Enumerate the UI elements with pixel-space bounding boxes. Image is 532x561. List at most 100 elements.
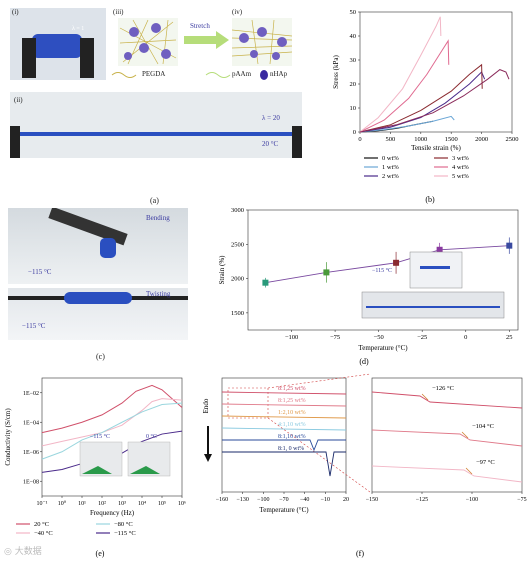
chart-d-ytick-label: 1500 [231,310,244,317]
legend-paam: pAAm [232,70,252,78]
chart-f-series-label: 8:1,10 wt% [278,434,306,440]
chart-b-legend-label: 4 wt% [452,164,469,171]
chart-e-xtick-label: 10³ [118,501,126,507]
chart-b-ytick-label: 10 [350,105,357,112]
chart-f-zoom-xtick-label: −75 [517,497,526,503]
stretch-arrow [184,31,229,49]
chart-b-xtick-label: 2000 [475,136,488,143]
chart-b-xtick-label: 1000 [414,136,427,143]
chart-b-frame [359,11,513,133]
label-a-iv: (iv) [232,8,243,16]
chart-d-xtick-label: −75 [330,334,340,341]
chart-e-xtick-label: 10⁻¹ [37,501,48,507]
chart-b-ytick-label: 30 [350,57,357,64]
chart-f-xtick-label: −10 [321,497,330,503]
chart-b-series-line [359,63,483,133]
chart-d-xtick-label: −100 [285,334,298,341]
chart-b-legend-label: 5 wt% [452,173,469,180]
chart-b-legend-label: 2 wt% [382,173,399,180]
legend-nhap: nHAp [270,70,288,78]
label-twisting: Twisting [146,290,171,298]
chart-d-xtick-label: −25 [417,334,427,341]
label-c-temp2: −115 °C [22,322,46,330]
chart-f-transition-marker [465,467,473,475]
panel-label-a: (a) [150,196,159,205]
chart-b-legend: 0 wt% 1 wt% 2 wt% 3 wt% 4 wt% 5 wt% (b) [364,155,469,204]
chart-f-annotation: −97 °C [476,459,495,466]
chart-e-legend-label: −80 °C [114,521,133,528]
chart-b-series-line [359,115,455,133]
chart-e-xtick-label: 10⁴ [138,501,146,507]
panel-label-f: (f) [356,549,364,558]
chart-f-series-label: 8:1, 0 wt% [278,446,304,452]
label-a-i: (i) [12,8,19,16]
chart-f-zoom-box [227,387,269,419]
chart-f-series-label: 4:1,10 wt% [278,422,306,428]
network-sketch-iv [232,18,292,66]
label-lambda-1: λ = 1 [72,26,85,32]
chart-b-ylabel: Stress (kPa) [332,55,340,89]
label-stretch: Stretch [190,22,210,30]
chart-f-ylabel: Endo [202,398,210,413]
label-bending: Bending [146,214,170,222]
chart-f-zoom-xtick-label: −125 [416,497,428,503]
chart-d-point [323,269,330,276]
chart-f-annotation: −104 °C [472,423,494,430]
chart-b: 0 500 1000 1500 2000 2500 0 10 20 30 40 50 Tensile s… [332,9,519,204]
chart-d-ytick-label: 3000 [231,207,244,214]
chart-d-xtick-label: 25 [506,334,512,341]
chart-e-legend-label: −115 °C [114,530,136,537]
chart-f-xtick-label: −100 [257,497,269,503]
chart-e-series-line [41,384,183,434]
chart-b-legend-label: 3 wt% [452,155,469,162]
chart-f-series: 8:1,25 wt% 8:1,25 wt% 1:2,10 wt% 4:1,10 wt%… [221,385,523,483]
chart-d-axes: −100 −75 −50 −25 0 25 1500 2000 2500 3000 Temperat… [218,207,519,366]
label-d-inset-temp: −115 °C [372,268,393,274]
chart-f-zoom-xtick-label: −100 [466,497,478,503]
chart-d-point [393,259,400,266]
chart-f-zoom-trace [371,429,523,447]
chart-e-xtick-label: 10¹ [78,501,86,507]
label-a-ii: (ii) [14,96,23,104]
chart-e-xtick-label: 10⁰ [58,500,67,507]
photo-c-bending [8,208,188,284]
chart-e-legend: 20 °C −80 °C −40 °C −115 °C (e) [16,521,136,558]
chart-e-inset [79,441,171,477]
chart-f-zoom-frame [371,377,523,493]
chart-d-ytick-label: 2000 [231,276,244,283]
chart-f-xtick-label: −40 [300,497,309,503]
chart-e-frame [41,377,183,497]
chart-f-main-trace [222,439,346,452]
chart-f-transition-marker [421,393,429,401]
chart-f-zoom-line-top [267,373,371,389]
chart-f-series-label: 8:1,25 wt% [278,398,306,404]
chart-f-main-trace [221,403,347,407]
chart-e-xtick-label: 10⁵ [158,501,166,507]
chart-b-legend-label: 0 wt% [382,155,399,162]
chart-f-series-label: 1:2,10 wt% [278,410,306,416]
chart-b-series-line [359,16,442,133]
chart-f-main-trace [221,427,347,431]
sketch-legend-symbols [111,70,268,80]
chart-b-series-line [359,39,450,133]
chart-d-xtick-label: −50 [374,334,384,341]
chart-e-ytick-label: 1E−08 [23,479,39,485]
chart-e-series-line [41,398,183,447]
legend-pegda: PEGDA [142,70,166,78]
chart-d-point [262,279,269,286]
label-lambda-20: λ = 20 [262,114,280,122]
chart-f: −160 −130 −100 −70 −40 −10 20 Temperature (°C) E… [202,373,527,558]
chart-d-ylabel: Strain (%) [218,255,226,285]
chart-b-xlabel: Tensile strain (%) [411,144,461,152]
chart-d-insets [361,251,505,319]
chart-b-axes: 0 500 1000 1500 2000 2500 0 10 20 30 40 50 Tensile s… [332,9,519,152]
chart-f-xtick-label: −130 [236,497,248,503]
chart-e: 10⁻¹ 10⁰ 10¹ 10² 10³ 10⁴ 10⁵ 10⁶ 1E−08 1E−06 1E−04… [4,377,186,558]
endo-arrow-head [204,454,212,462]
label-e-inset-warm: 0 °C [146,434,157,440]
chart-e-ylabel: Conductivity (S/cm) [4,408,12,466]
chart-f-zoom-trace [371,465,523,483]
chart-b-xtick-label: 1500 [445,136,458,143]
chart-e-legend-label: −40 °C [34,530,53,537]
chart-e-xtick-label: 10² [98,501,106,507]
